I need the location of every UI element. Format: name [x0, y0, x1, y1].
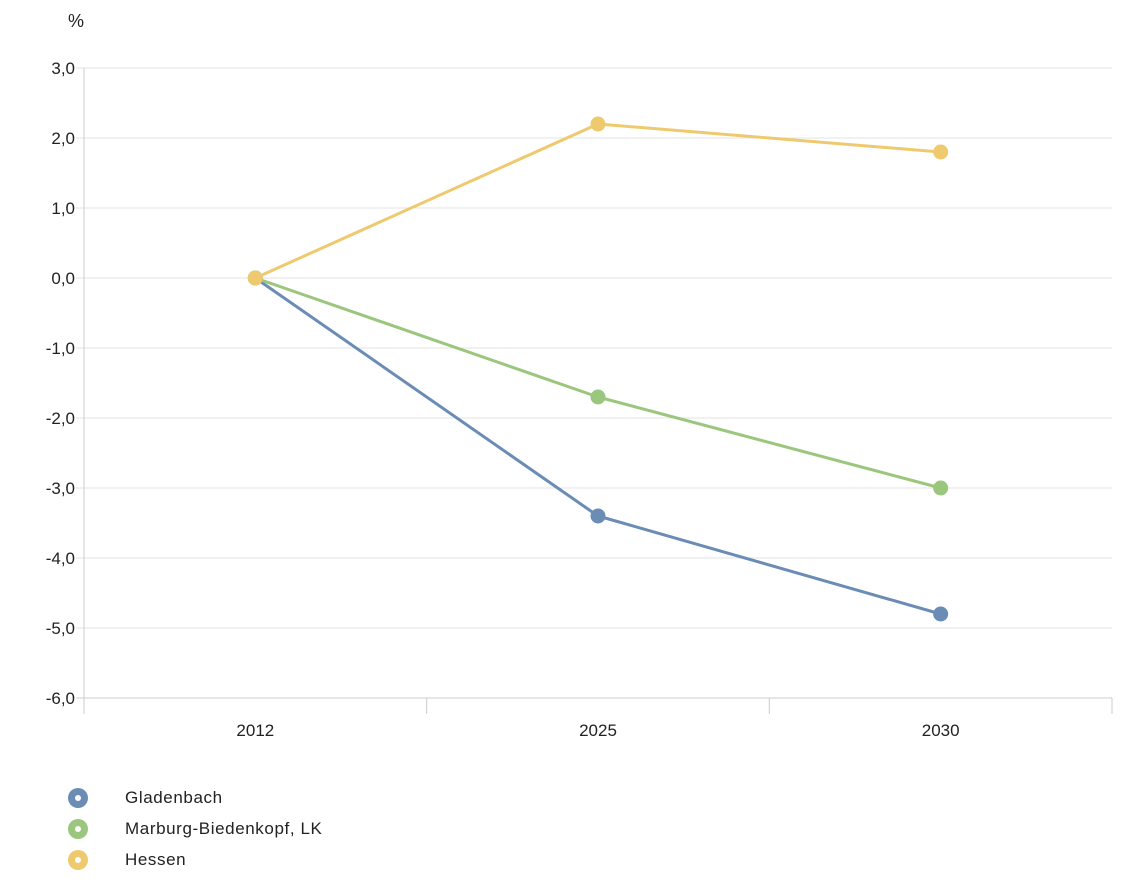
data-point [933, 480, 949, 496]
series-line [254, 122, 941, 280]
y-tick-label: -1,0 [46, 339, 75, 358]
y-tick-label: -5,0 [46, 619, 75, 638]
series-line [254, 276, 942, 616]
legend-label: Marburg-Biedenkopf, LK [125, 818, 323, 838]
grid-lines [76, 67, 1112, 629]
legend-marker-icon [68, 849, 88, 870]
axes: 3,0 2,0 1,0 0,0 -1,0 -2,0 -3,0 -4,0 -5,0 -6,0 2012… [46, 59, 1113, 740]
x-tick-label: 2012 [236, 721, 274, 740]
legend-marker-icon [68, 787, 88, 808]
data-point [933, 606, 949, 622]
data-point [590, 389, 606, 405]
y-tick-label: 1,0 [51, 199, 75, 218]
y-axis-label: % [68, 11, 84, 31]
line-chart: % 3,0 2,0 1,0 0,0 -1,0 -2,0 -3,0 -4,0 -5,0 -6,0 20… [46, 11, 1113, 740]
x-tick-label: 2025 [579, 721, 617, 740]
legend-label: Hessen [125, 849, 187, 869]
legend-marker-icon [68, 818, 88, 839]
x-tick-label: 2030 [922, 721, 960, 740]
legend-label: Gladenbach [125, 787, 223, 807]
y-tick-label: -6,0 [46, 689, 75, 708]
series-layer [247, 116, 949, 622]
y-tick-label: -4,0 [46, 549, 75, 568]
legend-item[interactable]: Gladenbach [68, 782, 322, 813]
data-point [247, 270, 263, 286]
data-point [933, 144, 949, 160]
y-tick-label: -3,0 [46, 479, 75, 498]
legend-item[interactable]: Hessen [68, 844, 322, 875]
y-tick-label: 0,0 [51, 269, 75, 288]
y-tick-label: -2,0 [46, 409, 75, 428]
legend: Gladenbach Marburg-Biedenkopf, LK Hessen [68, 782, 322, 875]
y-tick-label: 3,0 [51, 59, 75, 78]
legend-item[interactable]: Marburg-Biedenkopf, LK [68, 813, 322, 844]
y-tick-label: 2,0 [51, 129, 75, 148]
series-line [254, 276, 942, 490]
data-point [590, 116, 606, 132]
data-point [590, 508, 606, 524]
